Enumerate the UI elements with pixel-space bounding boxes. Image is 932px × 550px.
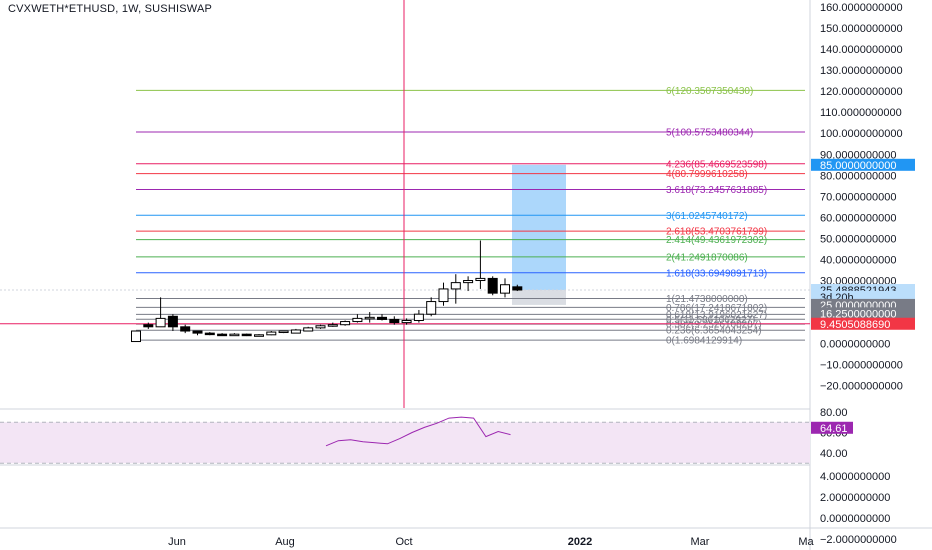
price-tick-label: 40.0000000000 xyxy=(820,254,896,266)
candle-body[interactable] xyxy=(315,325,326,329)
rsi-tick-label: 80.00 xyxy=(820,407,848,419)
lower-tick-label: 0.0000000000 xyxy=(820,513,890,525)
candle-body[interactable] xyxy=(413,313,424,321)
candle-body[interactable] xyxy=(487,277,498,294)
candle-body[interactable] xyxy=(192,330,203,334)
candle-body[interactable] xyxy=(254,334,264,337)
price-badge-label: 9.4505088690 xyxy=(820,319,890,331)
symbol-title[interactable]: CVXWETH*ETHUSD, 1W, SUSHISWAP xyxy=(8,3,213,15)
price-tick-label: 130.0000000000 xyxy=(820,65,903,77)
candle-body[interactable] xyxy=(377,316,387,320)
candle-body[interactable] xyxy=(217,333,228,337)
fib-level-label: 0.5(11.5861062927) xyxy=(666,315,755,326)
candle-body[interactable] xyxy=(500,284,510,294)
rsi-value-label: 64.61 xyxy=(820,423,848,435)
price-tick-label: −10.0000000000 xyxy=(820,360,903,372)
candle-body[interactable] xyxy=(155,317,166,328)
candle-body[interactable] xyxy=(180,326,191,332)
candle-body[interactable] xyxy=(303,327,314,332)
candle-body[interactable] xyxy=(512,286,523,291)
candle-body[interactable] xyxy=(401,319,412,324)
fib-level-label: 0.236(6.3654043254) xyxy=(666,326,762,337)
candle-body[interactable] xyxy=(204,332,215,336)
candle-body[interactable] xyxy=(340,321,351,326)
fib-level-label: 4.236(85.4669523598) xyxy=(666,159,767,170)
rsi-band xyxy=(0,422,810,464)
price-tick-label: 70.0000000000 xyxy=(820,191,896,203)
price-tick-label: 100.0000000000 xyxy=(820,128,903,140)
candle-body[interactable] xyxy=(450,282,461,290)
price-badge-label: 16.2500000000 xyxy=(820,308,896,320)
candle-body[interactable] xyxy=(327,324,338,327)
candle-body[interactable] xyxy=(266,331,277,336)
fib-level-label: 2(41.2491870086) xyxy=(666,252,748,263)
candle-body[interactable] xyxy=(426,301,437,315)
time-axis-label: Jun xyxy=(168,536,186,548)
price-tick-label: 140.0000000000 xyxy=(820,44,903,56)
candle-body[interactable] xyxy=(241,333,252,337)
time-axis-label: Mar xyxy=(691,536,710,548)
price-badge-label: 85.0000000000 xyxy=(820,160,896,172)
candle-body[interactable] xyxy=(438,288,449,303)
price-tick-label: 80.0000000000 xyxy=(820,170,896,182)
candle-body[interactable] xyxy=(290,329,301,334)
time-axis-label: Aug xyxy=(275,536,295,548)
fib-level-label: 2.414(49.4361972302) xyxy=(666,235,767,246)
fib-level-label: 2.618(53.4703761799) xyxy=(666,227,767,238)
price-tick-label: 150.0000000000 xyxy=(820,23,903,35)
target-zone[interactable] xyxy=(512,164,566,291)
fib-level-label: 5(100.5753480344) xyxy=(666,128,753,139)
candle-body[interactable] xyxy=(143,324,154,328)
candle-body[interactable] xyxy=(463,280,474,284)
candle-body[interactable] xyxy=(278,330,289,334)
stop-zone[interactable] xyxy=(512,290,566,305)
fib-level-label: 4(80.7999610258) xyxy=(666,169,748,180)
time-axis-label: Oct xyxy=(395,536,412,548)
price-tick-label: 50.0000000000 xyxy=(820,233,896,245)
lower-tick-label: 2.0000000000 xyxy=(820,492,890,504)
lower-tick-label: −2.0000000000 xyxy=(820,534,897,546)
fib-level-label: 0.618(13.9196021627) xyxy=(666,310,767,321)
price-tick-label: 90.0000000000 xyxy=(820,149,896,161)
price-tick-label: −20.0000000000 xyxy=(820,381,903,393)
candle-body[interactable] xyxy=(167,315,178,328)
candle-body[interactable] xyxy=(229,333,240,337)
candle-body[interactable] xyxy=(364,316,375,320)
fib-level-label: 0(1.6984129914) xyxy=(666,336,742,347)
fib-level-label: 3(61.0245740172) xyxy=(666,211,748,222)
rsi-tick-label: 40.00 xyxy=(820,448,848,460)
fib-level-label: 1(21.4738000000) xyxy=(666,294,748,305)
fib-level-label: 1.618(33.6949891713) xyxy=(666,268,767,279)
time-axis-label: Ma xyxy=(798,536,814,548)
fib-level-label: 0.786(17.2418671802) xyxy=(666,303,767,314)
price-tick-label: 110.0000000000 xyxy=(820,107,902,119)
lower-tick-label: 4.0000000000 xyxy=(820,471,890,483)
fib-level-label: 0.382(9.2526108287) xyxy=(666,320,762,331)
fib-level-label: 3.618(73.2457631885) xyxy=(666,185,767,196)
price-badge xyxy=(811,158,915,171)
candle-body[interactable] xyxy=(389,318,400,324)
candle-body[interactable] xyxy=(475,277,486,282)
price-tick-label: 160.0000000000 xyxy=(820,2,903,14)
price-tick-label: 60.0000000000 xyxy=(820,212,896,224)
candle-body[interactable] xyxy=(352,317,363,323)
candle-body[interactable] xyxy=(131,330,141,343)
rsi-value-badge xyxy=(811,421,853,434)
price-badge xyxy=(811,317,915,330)
time-axis-label: 2022 xyxy=(568,536,592,548)
price-tick-label: 120.0000000000 xyxy=(820,86,903,98)
price-badge xyxy=(811,307,915,320)
price-tick-label: 0.0000000000 xyxy=(820,339,890,351)
rsi-line[interactable] xyxy=(325,416,511,447)
fib-level-label: 6(120.3507350430) xyxy=(666,86,753,97)
